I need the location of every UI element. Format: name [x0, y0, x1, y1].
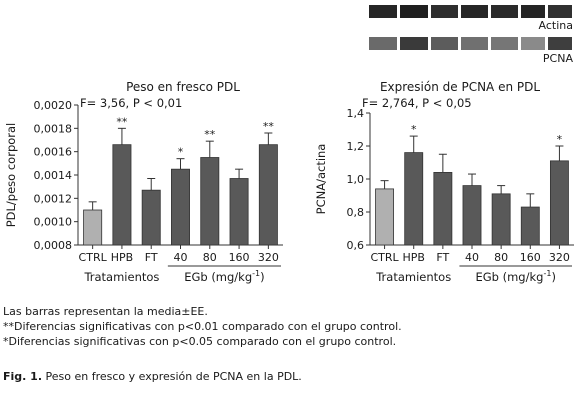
- blot-band: [400, 37, 428, 50]
- blot-band: [491, 5, 518, 18]
- bar: [491, 193, 511, 246]
- bar: [200, 157, 220, 246]
- egb-label-close: ): [551, 270, 556, 284]
- x-tick-label: 40: [465, 251, 479, 264]
- bar: [229, 178, 249, 246]
- significance-marker: *: [411, 123, 417, 136]
- x-tick-label: 80: [203, 251, 217, 264]
- blot-band: [400, 5, 428, 18]
- chart-title: Peso en fresco PDL: [126, 80, 240, 94]
- blot-band: [461, 5, 488, 18]
- actina-label: Actina: [538, 19, 573, 32]
- bar: [549, 160, 569, 246]
- pcna-label: PCNA: [542, 52, 573, 65]
- bar: [462, 185, 482, 246]
- blot-band: [369, 5, 397, 18]
- x-tick-label: 320: [258, 251, 279, 264]
- bar: [171, 168, 190, 246]
- y-tick-label: 0,0012: [34, 192, 73, 205]
- bar: [112, 144, 132, 246]
- blot-band: [521, 37, 545, 50]
- y-tick-label: 0,0018: [34, 122, 73, 135]
- significance-marker: *: [557, 133, 563, 146]
- blot-band: [548, 5, 572, 18]
- x-tick-label: 320: [549, 251, 570, 264]
- group-label-tratamientos: Tratamientos: [83, 270, 159, 284]
- x-tick-label: 160: [229, 251, 250, 264]
- actina-blot: [367, 3, 573, 20]
- y-axis-label: PDL/peso corporal: [4, 123, 18, 228]
- group-label-egb: EGb (mg/kg-1): [184, 269, 264, 284]
- x-tick-label: 160: [520, 251, 541, 264]
- blot-band: [461, 37, 488, 50]
- figure-caption-text: Peso en fresco y expresión de PCNA en la…: [42, 370, 302, 383]
- x-tick-label: HPB: [111, 251, 133, 264]
- y-tick-label: 0,8: [347, 206, 365, 219]
- figure-label: Fig. 1.: [3, 370, 42, 383]
- peso-fresco-chart: Peso en fresco PDL F= 3,56, P < 0,01 0,000…: [4, 80, 283, 284]
- bar: [258, 144, 278, 246]
- y-axis-label: PCNA/actina: [314, 144, 328, 215]
- x-tick-label: FT: [145, 251, 158, 264]
- x-tick-label: 80: [494, 251, 508, 264]
- pcna-expression-chart: Expresión de PCNA en PDL F= 2,764, P < 0,…: [314, 80, 574, 284]
- egb-label-superscript: -1: [252, 269, 260, 278]
- egb-label-text: EGb (mg/kg: [475, 270, 543, 284]
- y-tick-label: 0,0010: [34, 216, 73, 229]
- significance-marker: **: [263, 120, 275, 133]
- x-tick-label: FT: [436, 251, 449, 264]
- blot-band: [431, 5, 458, 18]
- blot-band: [369, 37, 397, 50]
- y-tick-label: 0,0014: [34, 169, 73, 182]
- note-line-3: *Diferencias significativas con p<0.05 c…: [3, 335, 397, 348]
- y-tick-label: 1,2: [347, 140, 365, 153]
- egb-label-close: ): [260, 270, 265, 284]
- pcna-blot: [367, 35, 573, 52]
- y-tick-label: 0,0016: [34, 146, 73, 159]
- x-tick-label: CTRL: [370, 251, 399, 264]
- y-tick-label: 1,0: [347, 173, 365, 186]
- significance-marker: **: [204, 128, 216, 141]
- egb-label-text: EGb (mg/kg: [184, 270, 252, 284]
- bar: [520, 206, 540, 246]
- stat-text: F= 3,56, P < 0,01: [80, 96, 182, 110]
- y-tick-label: 1,4: [347, 107, 365, 120]
- figure-caption: Fig. 1. Peso en fresco y expresión de PC…: [3, 369, 302, 384]
- y-tick-label: 0,0020: [34, 99, 73, 112]
- note-line-2: **Diferencias significativas con p<0.01 …: [3, 320, 402, 333]
- group-label-egb: EGb (mg/kg-1): [475, 269, 555, 284]
- significance-marker: *: [178, 146, 184, 159]
- x-tick-label: 40: [174, 251, 188, 264]
- stat-text: F= 2,764, P < 0,05: [362, 96, 472, 110]
- bar: [433, 172, 453, 246]
- bar: [141, 189, 161, 246]
- bar: [404, 152, 424, 246]
- x-tick-label: HPB: [402, 251, 424, 264]
- blot-band: [521, 5, 545, 18]
- bar: [375, 188, 395, 246]
- chart-title: Expresión de PCNA en PDL: [380, 80, 540, 94]
- group-label-tratamientos: Tratamientos: [375, 270, 451, 284]
- y-tick-label: 0,0008: [34, 239, 73, 252]
- blot-band: [431, 37, 458, 50]
- significance-marker: **: [116, 115, 128, 128]
- blot-band: [548, 37, 572, 50]
- note-line-1: Las barras representan la media±EE.: [3, 305, 208, 318]
- blot-band: [491, 37, 518, 50]
- egb-label-superscript: -1: [543, 269, 551, 278]
- y-tick-label: 0,6: [347, 239, 365, 252]
- x-tick-label: CTRL: [79, 251, 108, 264]
- bar: [83, 209, 103, 246]
